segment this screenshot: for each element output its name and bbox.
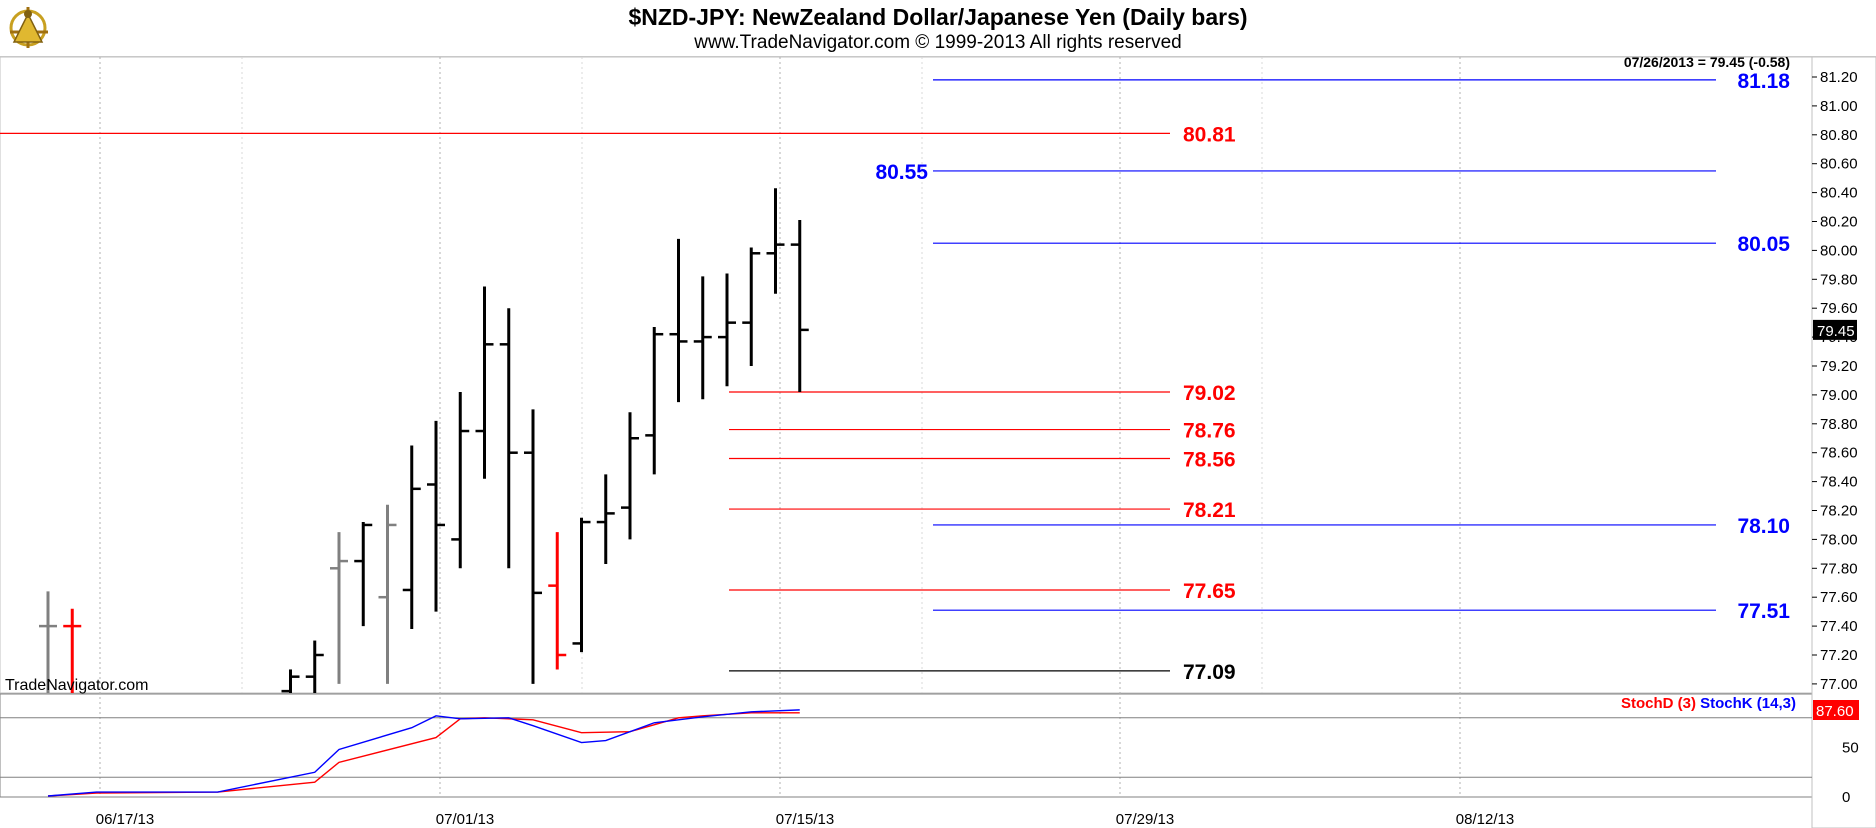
stoch-panel (0, 693, 1813, 798)
chart-subtitle: www.TradeNavigator.com © 1999-2013 All r… (694, 32, 1182, 53)
level-label: 81.18 (1737, 70, 1790, 93)
stoch-legend-k: StochK (14,3) (1700, 695, 1796, 712)
level-label: 77.51 (1737, 600, 1790, 623)
stoch-last-marker (1813, 700, 1859, 720)
y-tick-label: 78.20 (1820, 503, 1858, 520)
y-tick-label: 77.20 (1820, 647, 1858, 664)
level-label: 80.81 (1183, 123, 1236, 146)
level-label: 79.02 (1183, 382, 1236, 405)
last-price-label: 79.45 (1817, 323, 1855, 340)
y-tick-label: 80.40 (1820, 185, 1858, 202)
y-tick-label: 77.60 (1820, 589, 1858, 606)
y-tick-label: 81.00 (1820, 98, 1858, 115)
x-tick-label: 07/01/13 (436, 811, 494, 828)
level-label: 78.21 (1183, 499, 1236, 522)
y-tick-label: 81.20 (1820, 69, 1858, 86)
x-tick-label: 08/12/13 (1456, 811, 1514, 828)
sextant-logo-icon (4, 2, 54, 55)
y-tick-label: 79.20 (1820, 358, 1858, 375)
y-tick-label: 80.20 (1820, 214, 1858, 231)
x-tick-label: 07/15/13 (776, 811, 834, 828)
chart-header: $NZD-JPY: NewZealand Dollar/Japanese Yen… (0, 0, 1876, 57)
level-label: 80.05 (1737, 233, 1790, 256)
y-tick-label: 80.60 (1820, 156, 1858, 173)
last-price-marker (1813, 319, 1857, 340)
level-label: 78.10 (1737, 515, 1790, 538)
level-label: 78.76 (1183, 420, 1236, 443)
y-tick-label: 79.80 (1820, 271, 1858, 288)
y-tick-label: 78.40 (1820, 474, 1858, 491)
level-label: 78.56 (1183, 448, 1236, 471)
y-tick-label: 77.00 (1820, 676, 1858, 693)
level-label: 80.55 (875, 161, 928, 184)
chart-title: $NZD-JPY: NewZealand Dollar/Japanese Yen… (628, 4, 1248, 30)
y-tick-label: 78.00 (1820, 531, 1858, 548)
stoch-y-tick-label: 50 (1842, 740, 1859, 757)
y-tick-label: 79.00 (1820, 387, 1858, 404)
last-value-label: 07/26/2013 = 79.45 (-0.58) (1624, 54, 1790, 70)
level-label: 77.65 (1183, 580, 1236, 603)
x-tick-label: 07/29/13 (1116, 811, 1174, 828)
level-label: 77.09 (1183, 661, 1236, 684)
y-tick-label: 77.80 (1820, 560, 1858, 577)
y-tick-label: 78.80 (1820, 416, 1858, 433)
watermark: TradeNavigator.com (5, 677, 148, 694)
price-panel (0, 56, 1813, 694)
stoch-last-label: 87.60 (1816, 703, 1854, 720)
y-tick-label: 79.60 (1820, 300, 1858, 317)
stoch-legend-d: StochD (3) (1621, 695, 1696, 712)
y-tick-label: 80.00 (1820, 242, 1858, 259)
stoch-y-tick-label: 0 (1842, 789, 1850, 806)
y-tick-label: 77.40 (1820, 618, 1858, 635)
y-tick-label: 80.80 (1820, 127, 1858, 144)
x-tick-label: 06/17/13 (96, 811, 154, 828)
y-axis-panel (1811, 56, 1876, 828)
y-tick-label: 78.60 (1820, 445, 1858, 462)
stoch-series-line (47, 709, 800, 797)
